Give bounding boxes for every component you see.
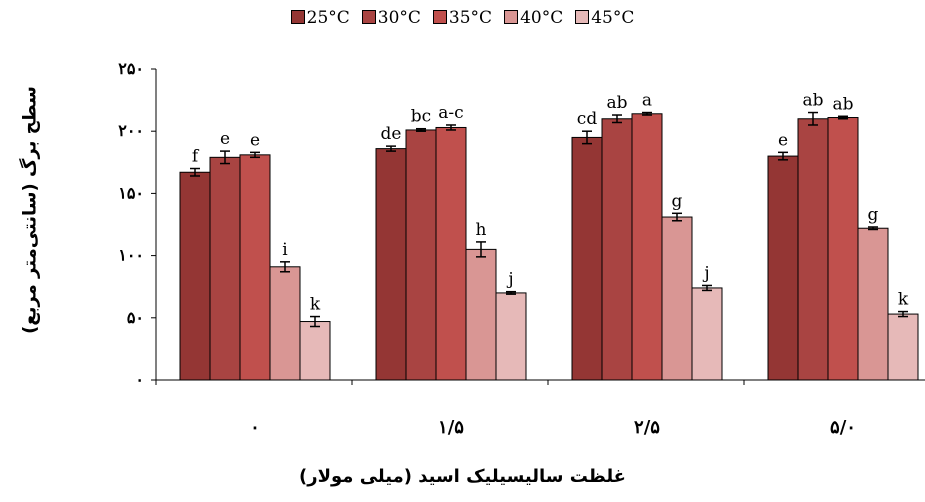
bar xyxy=(691,287,723,381)
legend-item: 25°C xyxy=(290,8,350,28)
significance-letter: de xyxy=(381,124,402,144)
y-tick-label: ۵۰ xyxy=(127,308,144,327)
significance-letter: ab xyxy=(832,94,853,114)
bar xyxy=(827,117,859,381)
legend-label: 30°C xyxy=(377,8,421,28)
bar xyxy=(239,154,271,381)
significance-letter: f xyxy=(192,147,200,167)
significance-letter: bc xyxy=(411,107,431,127)
bar xyxy=(797,118,829,381)
bar xyxy=(179,171,211,381)
significance-letter: ab xyxy=(802,91,823,111)
category-label: ۰ xyxy=(250,417,260,438)
legend-label: 25°C xyxy=(306,8,350,28)
bar xyxy=(601,118,633,381)
legend-item: 30°C xyxy=(361,8,421,28)
bar xyxy=(405,129,437,381)
x-axis-label: غلظت سالیسیلیک اسید (میلی مولار) xyxy=(299,466,626,487)
bar xyxy=(299,321,331,381)
bar xyxy=(465,248,497,381)
significance-letter: ab xyxy=(606,93,627,113)
legend-item: 40°C xyxy=(504,8,563,28)
bar xyxy=(631,113,663,381)
bar xyxy=(495,292,527,381)
bar xyxy=(767,155,799,381)
legend: 25°C 30°C 35°C 40°C 45°C xyxy=(0,8,925,28)
significance-letter: e xyxy=(250,130,260,150)
bar xyxy=(887,313,919,381)
category-label: ۲/۵ xyxy=(634,417,660,438)
significance-letter: j xyxy=(702,263,709,283)
significance-letter: i xyxy=(282,240,288,260)
significance-letter: h xyxy=(476,220,487,240)
significance-letter: g xyxy=(672,191,683,211)
legend-swatch xyxy=(575,10,590,24)
significance-letter: k xyxy=(310,295,321,315)
y-tick-label: ۲۰۰ xyxy=(118,121,144,140)
significance-letter: e xyxy=(220,129,230,149)
legend-item: 45°C xyxy=(575,8,634,28)
bar xyxy=(209,156,241,381)
significance-letter: k xyxy=(898,290,909,310)
category-label: ۵/۰ xyxy=(830,417,856,438)
bar xyxy=(571,136,603,381)
significance-letter: g xyxy=(868,205,879,225)
bar xyxy=(269,266,301,381)
significance-letter: a xyxy=(642,91,652,111)
significance-letter: a-c xyxy=(438,103,463,123)
y-tick-label: ۲۵۰ xyxy=(118,59,144,78)
legend-swatch xyxy=(361,10,376,24)
bar xyxy=(857,227,889,381)
legend-swatch xyxy=(290,10,305,24)
legend-label: 40°C xyxy=(520,8,564,28)
y-tick-label: ۰ xyxy=(135,370,144,389)
significance-letter: cd xyxy=(577,109,598,129)
legend-swatch xyxy=(504,10,519,24)
bar xyxy=(375,148,407,381)
legend-item: 35°C xyxy=(432,8,493,28)
category-label: ۱/۵ xyxy=(438,417,464,438)
significance-letter: e xyxy=(778,130,788,150)
legend-label: 35°C xyxy=(448,8,493,28)
y-tick-label: ۱۰۰ xyxy=(118,246,144,265)
legend-swatch xyxy=(432,10,447,24)
bar xyxy=(661,216,693,381)
bar xyxy=(435,126,467,381)
legend-label: 45°C xyxy=(591,8,635,28)
y-tick-label: ۱۵۰ xyxy=(118,183,144,202)
significance-letter: j xyxy=(506,270,513,290)
